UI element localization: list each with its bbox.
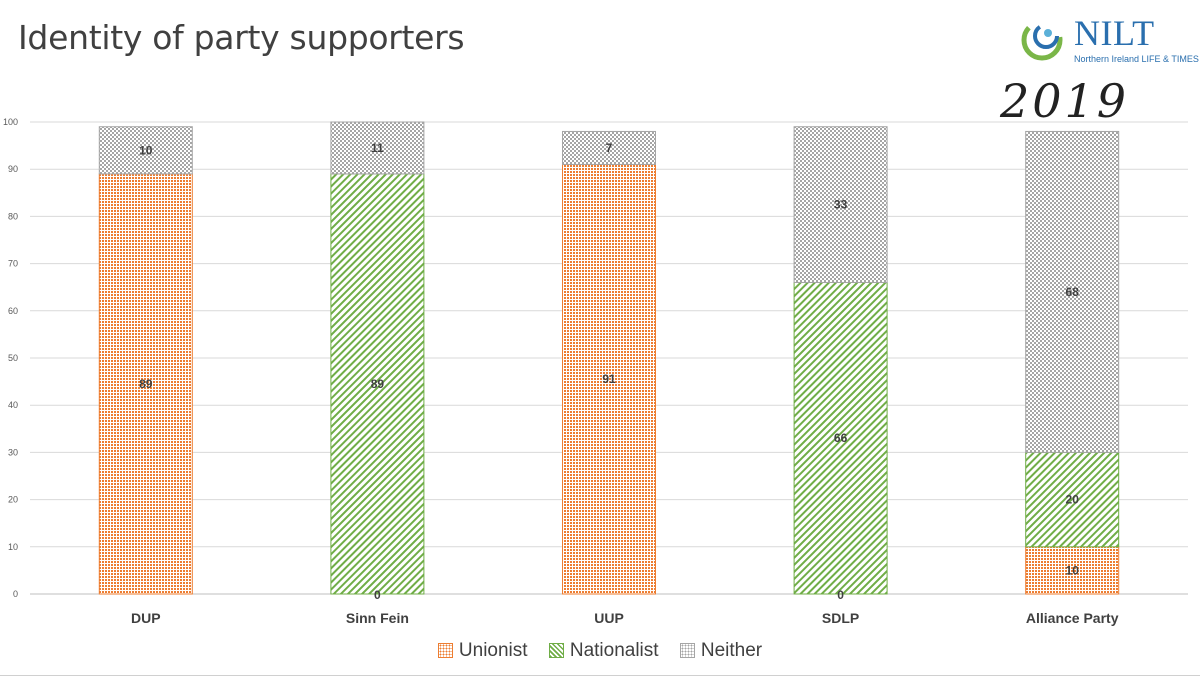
y-tick-label: 70 [8,259,18,269]
data-label-zero: 0 [837,588,844,602]
bar-nationalist [1025,451,1120,548]
legend: Unionist Nationalist Neither [0,640,1200,662]
y-tick-label: 50 [8,353,18,363]
y-tick-label: 10 [8,542,18,552]
legend-item-unionist: Unionist [437,640,528,662]
legend-label-unionist: Unionist [458,640,528,661]
bar-neither [98,126,193,175]
data-label-neither: 68 [1066,285,1080,299]
bar-unionist [1025,546,1120,595]
y-tick-label: 80 [8,211,18,221]
bar-unionist [562,163,656,595]
category-label: DUP [131,610,161,626]
data-labels: 89 10 89 11 91 7 66 33 10 20 68 0 0 [139,141,1079,602]
legend-swatch-nationalist [548,643,564,659]
y-tick-label: 60 [8,306,18,316]
y-tick-label: 90 [8,164,18,174]
logo-text: NILT [1074,13,1155,53]
data-label-zero: 0 [374,588,381,602]
bar-neither [1025,130,1120,453]
category-label: SDLP [822,610,859,626]
year-annotation: 2019 [1000,74,1130,128]
x-axis-labels: DUP Sinn Fein UUP SDLP Alliance Party [131,610,1119,626]
data-label-neither: 10 [139,143,153,157]
data-label-unionist: 89 [139,377,153,391]
bar-nationalist [330,173,425,595]
data-label-neither: 33 [834,198,848,212]
data-label-unionist: 91 [602,372,616,386]
slide-title: Identity of party supporters [18,18,465,57]
legend-swatch-neither [679,643,695,659]
legend-item-neither: Neither [679,640,763,662]
bar-unionist [98,173,193,595]
data-label-nationalist: 20 [1066,493,1080,507]
data-label-neither: 7 [606,141,613,155]
bars [98,121,1120,595]
data-label-unionist: 10 [1066,563,1080,577]
bar-neither [330,121,425,175]
data-label-neither: 11 [371,141,384,155]
y-tick-label: 100 [3,117,18,127]
data-label-nationalist: 66 [834,431,848,445]
y-tick-label: 40 [8,400,18,410]
legend-item-nationalist: Nationalist [548,640,659,662]
nilt-logo [1018,6,1193,72]
legend-swatch-unionist [437,643,453,659]
bar-neither [793,126,888,283]
data-label-nationalist: 89 [371,377,385,391]
legend-label-neither: Neither [700,640,763,661]
bar-neither [562,130,656,165]
category-label: UUP [594,610,624,626]
y-axis-ticks: 0 10 20 30 40 50 60 70 80 90 100 [3,117,18,599]
y-tick-label: 30 [8,447,18,457]
logo-subtitle: Northern Ireland LIFE & TIMES [1074,54,1199,64]
nilt-logo-icon [1021,19,1063,61]
y-tick-label: 0 [13,589,18,599]
bar-nationalist [793,281,888,595]
bottom-divider [0,675,1200,676]
legend-label-nationalist: Nationalist [569,640,659,661]
y-tick-label: 20 [8,495,18,505]
category-label: Sinn Fein [346,610,409,626]
category-label: Alliance Party [1026,610,1119,626]
